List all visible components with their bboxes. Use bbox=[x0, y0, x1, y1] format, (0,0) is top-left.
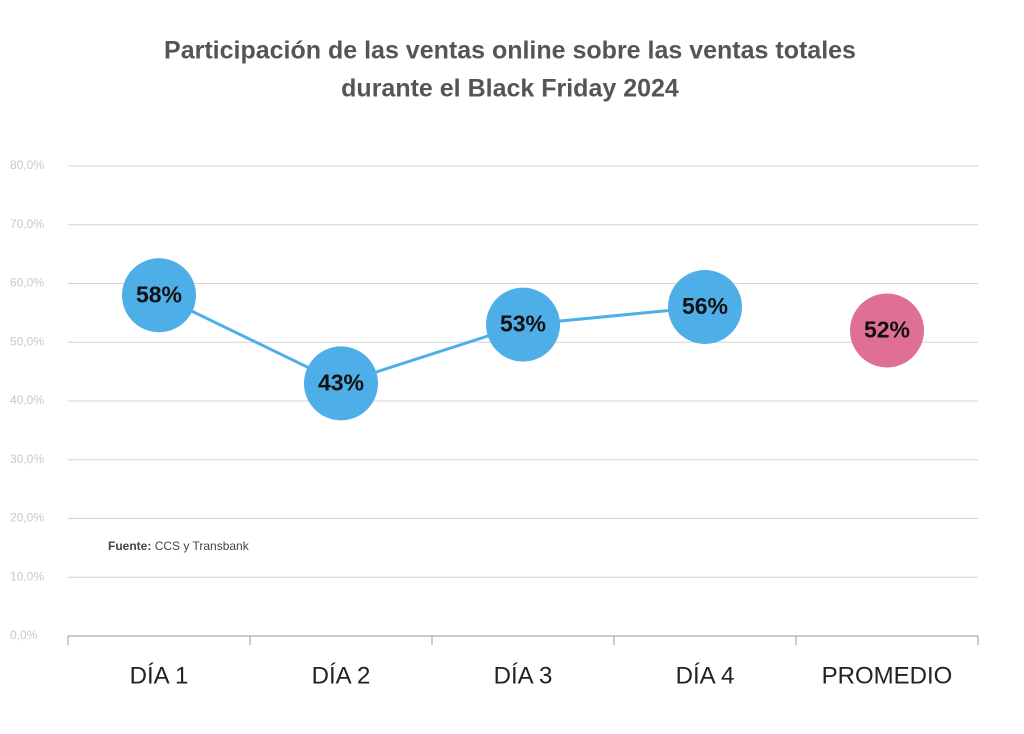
point bbox=[486, 287, 560, 362]
y-tick-label: 60,0% bbox=[10, 276, 44, 290]
x-tick-label: DÍA 1 bbox=[130, 662, 189, 689]
value-label: 53% bbox=[500, 311, 546, 337]
chart-title: Participación de las ventas online sobre… bbox=[164, 37, 856, 65]
value-label: 43% bbox=[318, 369, 364, 395]
y-tick-label: 20,0% bbox=[10, 511, 44, 525]
value-label: 52% bbox=[864, 317, 910, 343]
y-tick-label: 10,0% bbox=[10, 569, 44, 583]
x-tick-label: PROMEDIO bbox=[822, 662, 953, 689]
point bbox=[304, 346, 378, 421]
y-tick-label: 50,0% bbox=[10, 334, 44, 348]
y-tick-label: 0,0% bbox=[10, 628, 38, 642]
y-tick-label: 80,0% bbox=[10, 158, 44, 172]
y-tick-label: 30,0% bbox=[10, 452, 44, 466]
series-line bbox=[158, 293, 706, 385]
value-label: 58% bbox=[136, 281, 182, 307]
x-tick-label: DÍA 4 bbox=[676, 662, 735, 689]
point bbox=[668, 270, 742, 344]
y-tick-label: 40,0% bbox=[10, 393, 44, 407]
chart-title: durante el Black Friday 2024 bbox=[341, 75, 679, 103]
point bbox=[850, 293, 924, 368]
point bbox=[122, 258, 196, 333]
x-tick-label: DÍA 2 bbox=[312, 662, 371, 689]
x-tick-label: DÍA 3 bbox=[494, 662, 553, 689]
source: Fuente: CCS y Transbank bbox=[108, 539, 250, 553]
source-text: CCS y Transbank bbox=[155, 539, 250, 553]
y-tick-label: 70,0% bbox=[10, 217, 44, 231]
value-label: 56% bbox=[682, 293, 728, 319]
source-label: Fuente: bbox=[108, 539, 151, 553]
